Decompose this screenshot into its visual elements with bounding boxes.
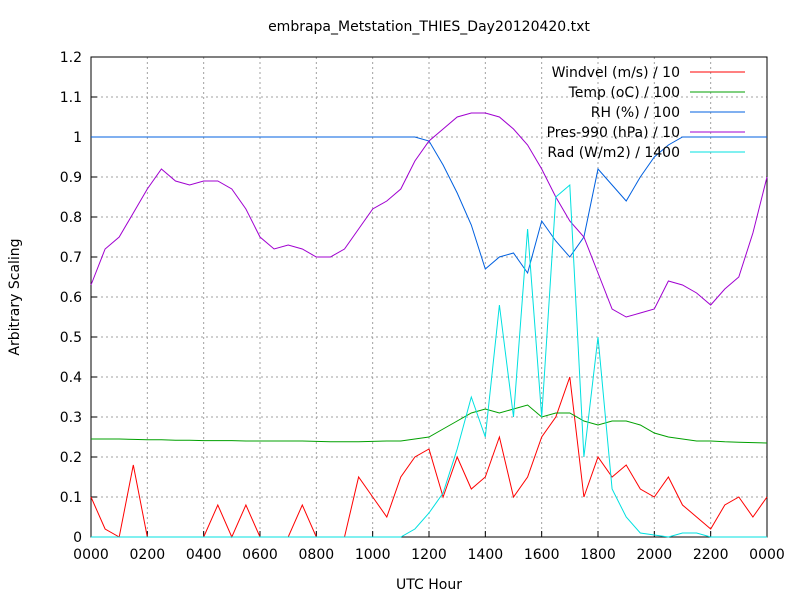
y-tick-label: 0.6 xyxy=(60,290,82,306)
y-tick-label: 0.4 xyxy=(60,370,82,386)
legend-label: Pres-990 (hPa) / 10 xyxy=(547,125,680,141)
y-tick-label: 1 xyxy=(73,130,82,146)
legend-label: Temp (oC) / 100 xyxy=(568,85,680,101)
x-tick-label: 1800 xyxy=(580,547,616,563)
legend-label: Windvel (m/s) / 10 xyxy=(552,65,680,81)
x-tick-label: 0000 xyxy=(749,547,785,563)
x-tick-label: 0000 xyxy=(73,547,109,563)
x-tick-label: 1600 xyxy=(524,547,560,563)
y-tick-label: 1.1 xyxy=(60,90,82,106)
series-line xyxy=(91,183,767,538)
chart-title: embrapa_Metstation_THIES_Day20120420.txt xyxy=(268,19,590,35)
y-tick-label: 0.5 xyxy=(60,330,82,346)
x-tick-label: 2000 xyxy=(637,547,673,563)
y-tick-label: 0.7 xyxy=(60,250,82,266)
y-tick-label: 0.9 xyxy=(60,170,82,186)
x-tick-label: 2200 xyxy=(693,547,729,563)
x-tick-label: 1200 xyxy=(411,547,447,563)
series-line xyxy=(90,112,768,318)
x-tick-label: 0200 xyxy=(130,547,166,563)
y-axis-label: Arbitrary Scaling xyxy=(7,238,23,355)
y-tick-label: 0.3 xyxy=(60,410,82,426)
legend-label: RH (%) / 100 xyxy=(591,105,680,121)
x-tick-label: 0600 xyxy=(242,547,278,563)
plot-border xyxy=(90,56,768,538)
x-tick-label: 0800 xyxy=(299,547,335,563)
legend-label: Rad (W/m2) / 1400 xyxy=(547,145,680,161)
series-line xyxy=(91,404,768,444)
x-axis-label: UTC Hour xyxy=(396,577,462,593)
x-tick-label: 1000 xyxy=(355,547,391,563)
x-tick-label: 1400 xyxy=(468,547,504,563)
y-tick-label: 0.2 xyxy=(60,450,82,466)
y-tick-label: 0.8 xyxy=(60,210,82,226)
y-tick-label: 0.1 xyxy=(60,490,82,506)
y-tick-label: 0 xyxy=(73,530,82,546)
x-tick-label: 0400 xyxy=(186,547,222,563)
y-tick-label: 1.2 xyxy=(60,50,82,66)
